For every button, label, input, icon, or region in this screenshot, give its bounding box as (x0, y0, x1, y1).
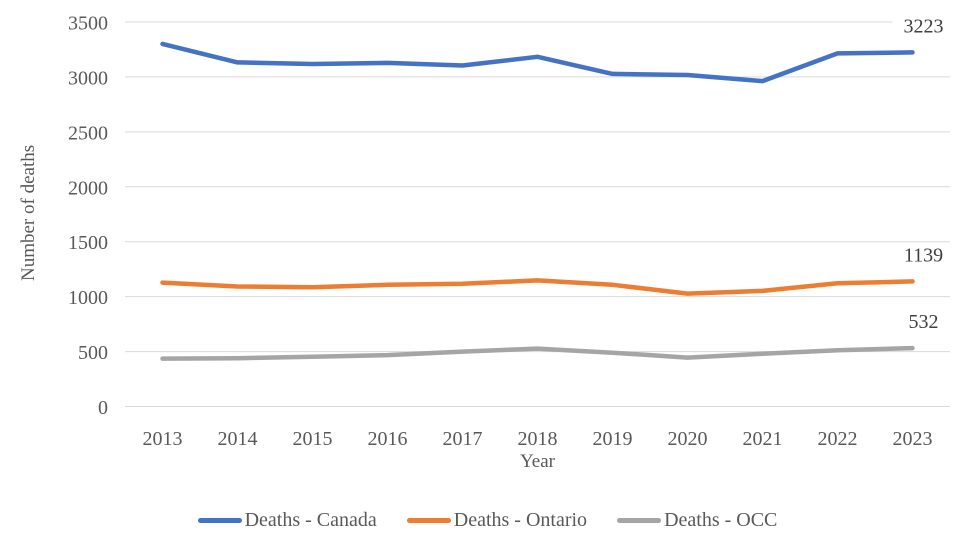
legend-item-ontario: Deaths - Ontario (406, 509, 588, 532)
x-tick-label: 2018 (518, 428, 558, 450)
legend-swatch-ontario (406, 518, 451, 523)
plot-area: 0 500 1000 1500 2000 2500 3000 3500 2013 2014 2015… (68, 12, 955, 450)
legend: Deaths - Canada Deaths - Ontario Deaths … (0, 509, 975, 532)
data-label-backing (892, 310, 955, 336)
x-tick-label: 2022 (818, 428, 858, 450)
series-line-deaths-occ (160, 345, 915, 361)
data-label: 3223 (904, 15, 944, 37)
y-tick-label: 3500 (68, 13, 108, 35)
legend-swatch-occ (617, 518, 662, 523)
legend-label-ontario: Deaths - Ontario (453, 509, 588, 531)
y-tick-label: 1000 (68, 287, 108, 309)
x-tick-label: 2013 (143, 428, 183, 450)
data-label: 532 (909, 311, 939, 333)
x-tick-label: 2016 (368, 428, 408, 450)
y-tick-label: 2500 (68, 122, 108, 144)
series-line-deaths-ontario (160, 278, 915, 296)
y-tick-label: 500 (78, 342, 108, 364)
x-tick-label: 2020 (668, 428, 708, 450)
x-tick-label: 2015 (293, 428, 333, 450)
legend-item-occ: Deaths - OCC (617, 509, 777, 532)
legend-label-canada: Deaths - Canada (244, 509, 377, 531)
x-tick-label: 2023 (893, 428, 933, 450)
x-tick-label: 2019 (593, 428, 633, 450)
x-tick-label: 2014 (218, 428, 258, 450)
legend-label-occ: Deaths - OCC (664, 509, 778, 531)
y-tick-label: 3000 (68, 67, 108, 89)
data-label-backing (892, 243, 955, 269)
x-tick-label: 2017 (443, 428, 483, 450)
series-line-deaths-canada (160, 41, 915, 84)
legend-item-canada: Deaths - Canada (197, 509, 377, 532)
y-tick-label: 1500 (68, 232, 108, 254)
legend-swatch-canada (197, 518, 242, 523)
y-tick-label: 2000 (68, 177, 108, 199)
data-label: 1139 (904, 244, 943, 266)
y-tick-label: 0 (98, 397, 108, 419)
x-tick-label: 2021 (743, 428, 783, 450)
data-label-backing (892, 14, 955, 40)
x-axis-title: Year (519, 451, 555, 472)
